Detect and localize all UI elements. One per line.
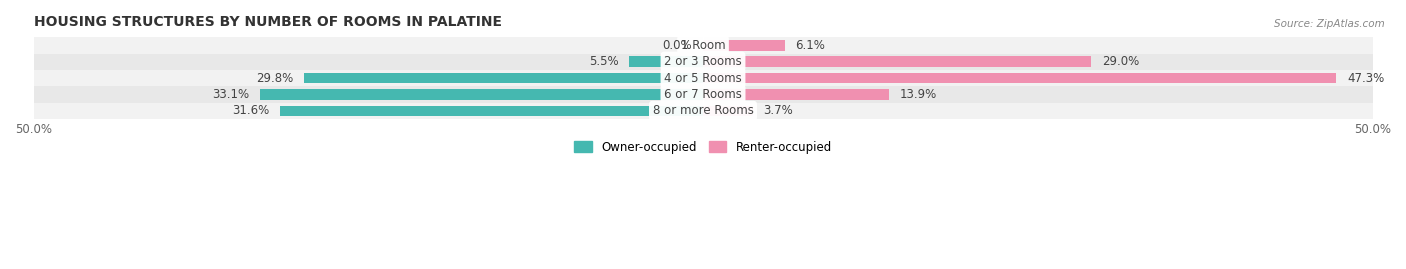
Text: 33.1%: 33.1% <box>212 88 249 101</box>
Bar <box>260 89 703 100</box>
Bar <box>703 105 752 116</box>
Text: 1 Room: 1 Room <box>681 39 725 52</box>
Text: 29.0%: 29.0% <box>1102 55 1139 68</box>
Bar <box>34 103 1372 119</box>
Bar <box>304 73 703 83</box>
Bar <box>630 56 703 67</box>
Text: 31.6%: 31.6% <box>232 104 269 117</box>
Text: 5.5%: 5.5% <box>589 55 619 68</box>
Text: 8 or more Rooms: 8 or more Rooms <box>652 104 754 117</box>
Text: 6 or 7 Rooms: 6 or 7 Rooms <box>664 88 742 101</box>
Bar <box>703 73 1336 83</box>
Text: 0.0%: 0.0% <box>662 39 692 52</box>
Legend: Owner-occupied, Renter-occupied: Owner-occupied, Renter-occupied <box>569 136 837 158</box>
Bar <box>34 37 1372 54</box>
Bar <box>34 70 1372 86</box>
Text: 3.7%: 3.7% <box>763 104 793 117</box>
Bar <box>34 86 1372 103</box>
Bar <box>34 54 1372 70</box>
Text: 13.9%: 13.9% <box>900 88 936 101</box>
Text: 2 or 3 Rooms: 2 or 3 Rooms <box>664 55 742 68</box>
Text: Source: ZipAtlas.com: Source: ZipAtlas.com <box>1274 19 1385 29</box>
Bar <box>280 105 703 116</box>
Bar <box>703 56 1091 67</box>
Bar <box>703 89 889 100</box>
Text: 4 or 5 Rooms: 4 or 5 Rooms <box>664 72 742 84</box>
Text: 47.3%: 47.3% <box>1347 72 1385 84</box>
Bar <box>703 40 785 51</box>
Text: 6.1%: 6.1% <box>796 39 825 52</box>
Text: HOUSING STRUCTURES BY NUMBER OF ROOMS IN PALATINE: HOUSING STRUCTURES BY NUMBER OF ROOMS IN… <box>34 15 502 29</box>
Text: 29.8%: 29.8% <box>256 72 294 84</box>
